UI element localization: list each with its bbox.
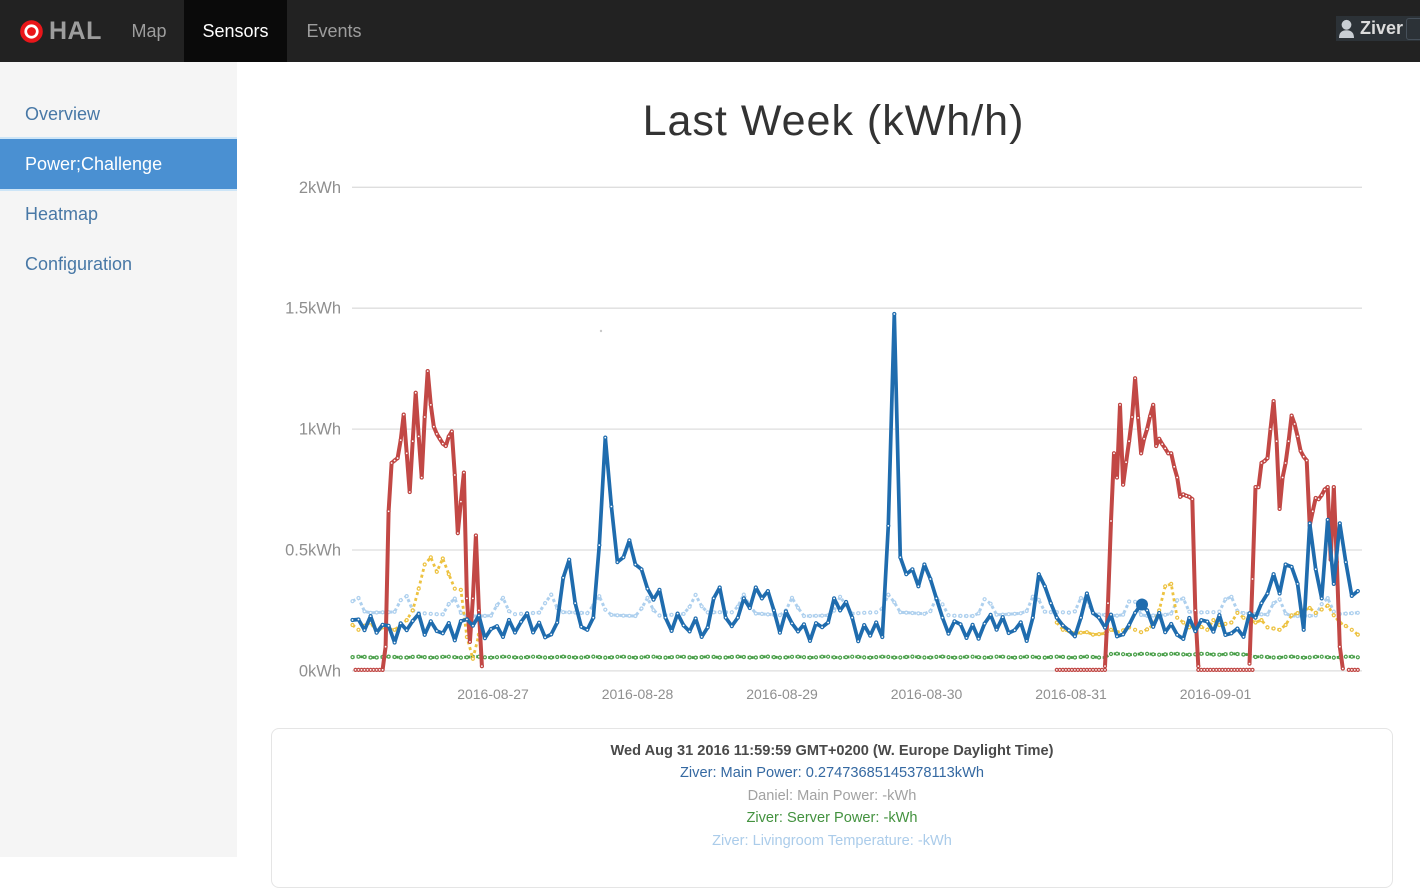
svg-text:1.5kWh: 1.5kWh [285, 300, 341, 318]
svg-text:0kWh: 0kWh [299, 662, 341, 680]
svg-text:1kWh: 1kWh [299, 421, 341, 439]
svg-text:2016-08-27: 2016-08-27 [457, 686, 529, 702]
svg-text:2016-08-28: 2016-08-28 [602, 686, 674, 702]
svg-text:2016-08-31: 2016-08-31 [1035, 686, 1107, 702]
svg-text:2016-09-01: 2016-09-01 [1180, 686, 1252, 702]
svg-text:2016-08-29: 2016-08-29 [746, 686, 818, 702]
svg-text:0.5kWh: 0.5kWh [285, 542, 341, 560]
svg-text:2kWh: 2kWh [299, 179, 341, 197]
svg-text:2016-08-30: 2016-08-30 [891, 686, 963, 702]
